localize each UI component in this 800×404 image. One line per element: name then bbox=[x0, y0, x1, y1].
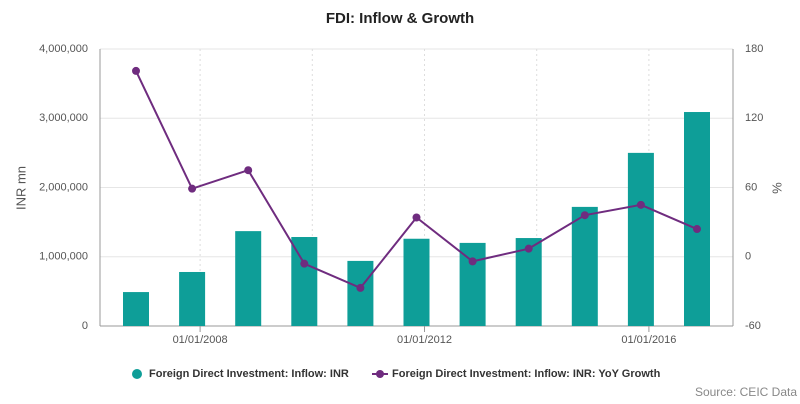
y2-tick-label: 0 bbox=[745, 251, 751, 263]
legend-marker bbox=[376, 370, 384, 378]
x-tick-label: 01/01/2008 bbox=[173, 334, 228, 346]
legend-label: Foreign Direct Investment: Inflow: INR: … bbox=[392, 368, 661, 380]
legend-label: Foreign Direct Investment: Inflow: INR bbox=[149, 368, 349, 380]
bar bbox=[627, 152, 654, 326]
y2-tick-label: 60 bbox=[745, 181, 757, 193]
y2-axis-label: % bbox=[770, 182, 785, 194]
line-point bbox=[132, 66, 140, 75]
bar bbox=[347, 260, 374, 326]
bar bbox=[123, 292, 149, 326]
line-point bbox=[636, 200, 645, 209]
line-point bbox=[244, 166, 253, 175]
line-point bbox=[412, 213, 421, 222]
y2-tick-label: 180 bbox=[745, 43, 763, 55]
y-tick-label: 1,000,000 bbox=[39, 251, 88, 263]
bar bbox=[403, 238, 430, 326]
y2-tick-label: 120 bbox=[745, 112, 763, 124]
bar bbox=[235, 231, 262, 326]
x-tick-label: 01/01/2016 bbox=[621, 334, 676, 346]
y2-tick-label: -60 bbox=[745, 320, 761, 332]
line-point bbox=[188, 184, 197, 193]
bar bbox=[291, 237, 318, 326]
line-point bbox=[468, 257, 477, 266]
y-tick-label: 3,000,000 bbox=[39, 112, 88, 124]
y-axis-label: INR mn bbox=[13, 166, 28, 210]
line-point bbox=[524, 244, 533, 253]
line-point bbox=[580, 211, 589, 220]
y-tick-label: 0 bbox=[82, 320, 88, 332]
y-tick-label: 4,000,000 bbox=[39, 43, 88, 55]
x-tick-label: 01/01/2012 bbox=[397, 334, 452, 346]
bar bbox=[459, 242, 486, 326]
bar bbox=[684, 112, 710, 326]
legend-marker bbox=[132, 369, 142, 379]
line-point bbox=[693, 225, 701, 234]
y-tick-label: 2,000,000 bbox=[39, 181, 88, 193]
line-point bbox=[300, 259, 309, 268]
bar bbox=[179, 271, 206, 326]
bar bbox=[515, 238, 542, 326]
chart-title: FDI: Inflow & Growth bbox=[326, 10, 474, 27]
bar bbox=[571, 206, 598, 326]
line-point bbox=[356, 283, 365, 292]
source: Source: CEIC Data bbox=[695, 385, 797, 399]
